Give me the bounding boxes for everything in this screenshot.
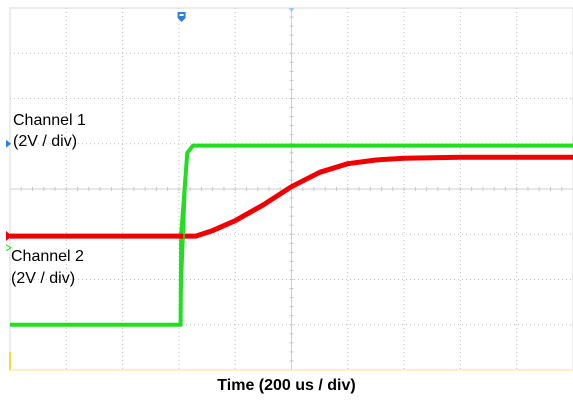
channel-markers: [5, 8, 295, 252]
trigger-position-marker: [179, 14, 184, 16]
channel-2-label: Channel 2: [11, 248, 84, 265]
waveform-traces: [10, 143, 573, 327]
channel-1-label: Channel 1: [13, 112, 86, 129]
trigger-level-marker: [6, 139, 11, 148]
channel-2-ground-marker: [6, 231, 12, 242]
horizontal-center-marker: [288, 8, 295, 12]
channel-2-scale: (2V / div): [11, 270, 76, 287]
x-axis-title: Time (200 us / div): [217, 377, 356, 394]
channel-1-scale: (2V / div): [13, 133, 78, 150]
channel-1-trace: [10, 143, 573, 327]
channel-2-trace: [10, 154, 573, 239]
channel-1-rising-edge: [179, 152, 189, 325]
channel-1-ground-marker: [5, 244, 12, 252]
